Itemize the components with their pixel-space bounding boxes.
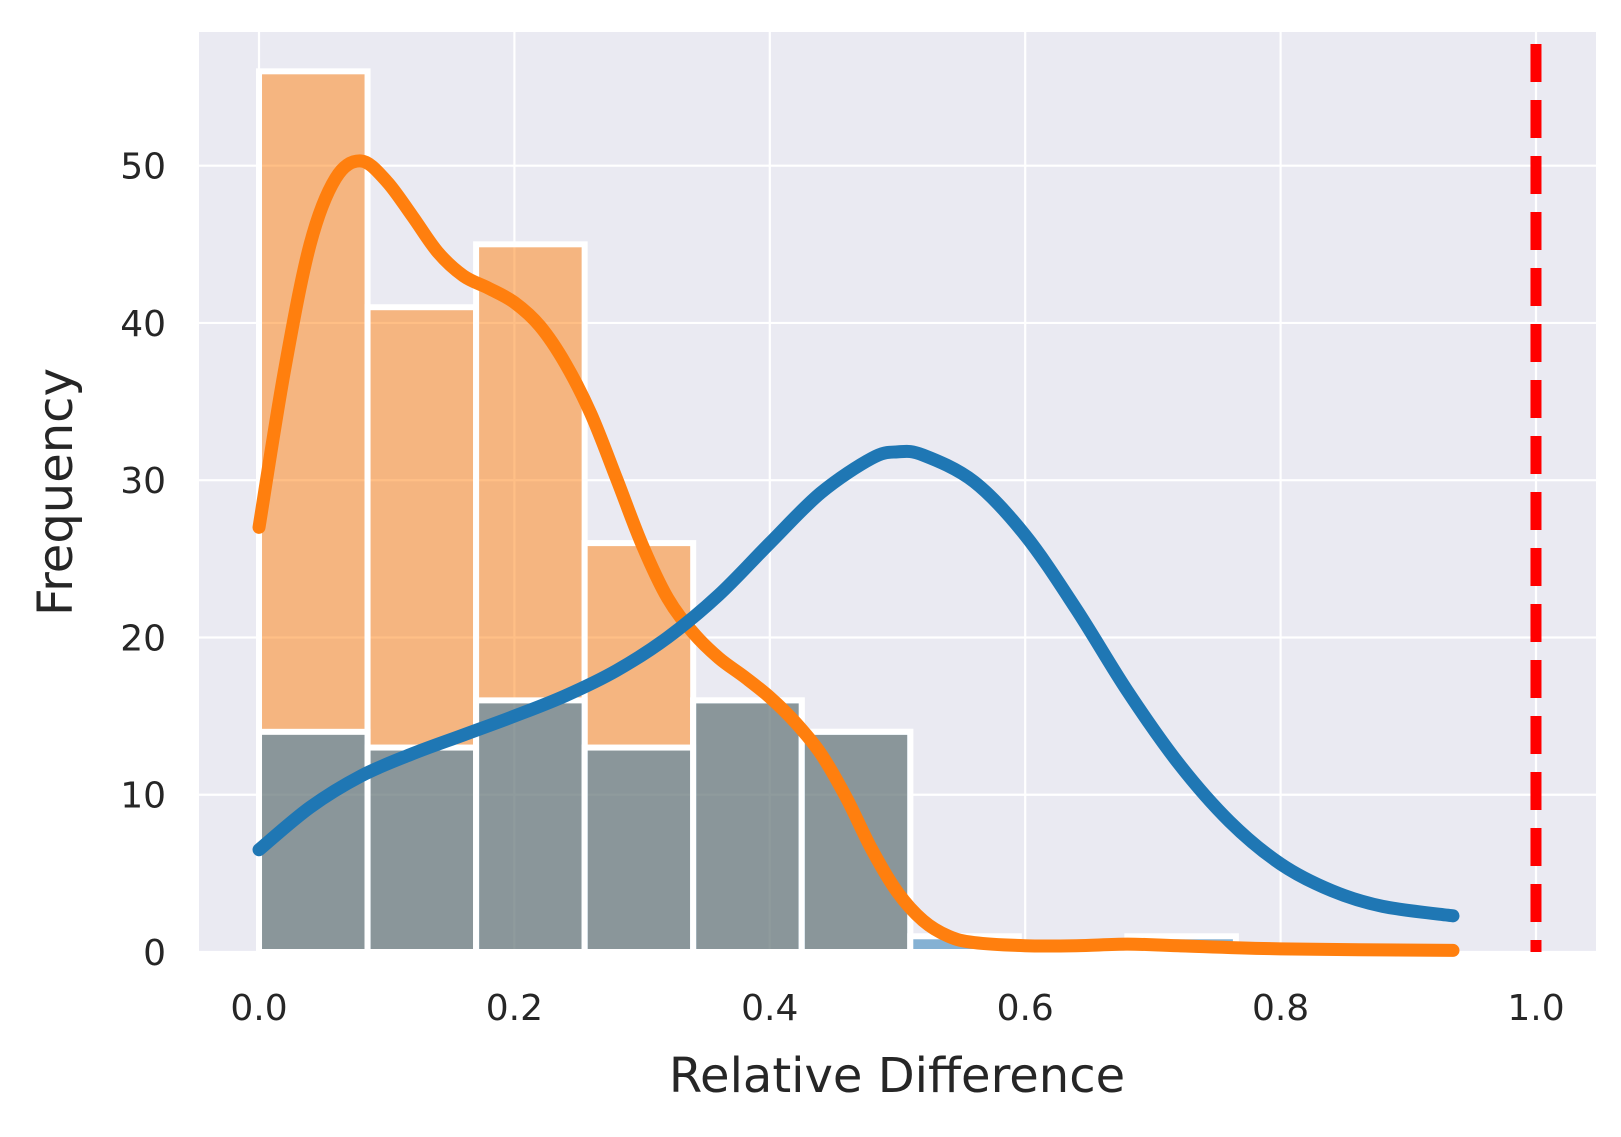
- y-axis-label: Frequency: [28, 368, 84, 616]
- tick-labels: 0.0 0.2 0.4 0.6 0.8 1.0 0 10 20 30 40 50: [120, 147, 1564, 1029]
- x-axis-label: Relative Difference: [669, 1048, 1125, 1104]
- bar-blue-4: [690, 697, 805, 956]
- x-tick-label: 0.8: [1252, 988, 1309, 1029]
- bars: [256, 68, 1239, 956]
- bar-blue-3: [581, 744, 697, 955]
- x-tick-label: 1.0: [1507, 988, 1564, 1029]
- bar-blue-5: [798, 728, 914, 955]
- y-tick-label: 10: [120, 776, 166, 817]
- y-tick-label: 50: [120, 147, 166, 188]
- x-tick-label: 0.4: [741, 988, 798, 1029]
- y-tick-label: 0: [143, 933, 166, 974]
- y-tick-label: 40: [120, 304, 166, 345]
- bar-blue-2: [473, 697, 588, 956]
- kde-curves: [252, 154, 1460, 957]
- kde-line-blue: [252, 444, 1460, 923]
- bar-blue-0: [256, 728, 371, 955]
- bar-blue-1: [364, 744, 480, 955]
- y-tick-label: 20: [120, 618, 166, 659]
- kde-line-orange: [252, 154, 1460, 957]
- y-tick-label: 30: [120, 461, 166, 502]
- x-tick-label: 0.2: [486, 988, 543, 1029]
- x-tick-label: 0.6: [997, 988, 1054, 1029]
- x-tick-label: 0.0: [230, 988, 287, 1029]
